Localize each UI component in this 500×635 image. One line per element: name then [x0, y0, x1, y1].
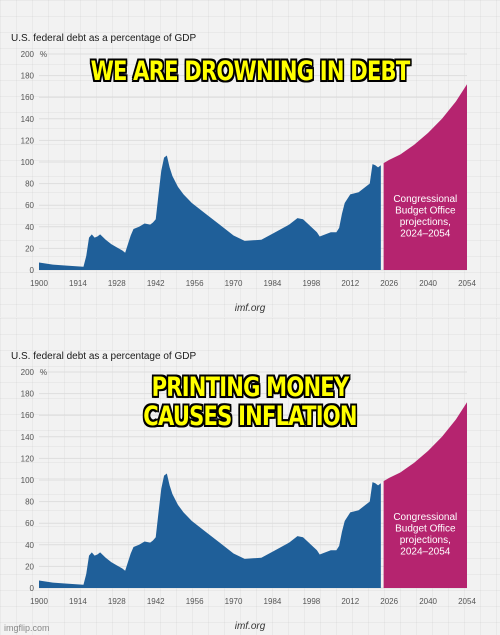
x-tick-label: 1900 [30, 597, 48, 606]
projection-label: 2024–2054 [400, 547, 450, 558]
projection-label: projections, [400, 217, 451, 228]
x-tick-label: 2012 [341, 279, 359, 288]
y-tick-label: 200 [21, 368, 35, 377]
y-tick-label: 140 [21, 115, 35, 124]
x-tick-label: 2012 [341, 597, 359, 606]
y-tick-label: 100 [21, 476, 35, 485]
projection-label: Congressional [393, 512, 457, 523]
y-tick-label: 80 [25, 498, 34, 507]
caption-line: PRINTING MONEY [151, 372, 350, 403]
x-tick-label: 2040 [419, 279, 437, 288]
chart-panel-top: U.S. federal debt as a percentage of GDP… [0, 0, 500, 317]
x-tick-label: 2054 [458, 279, 476, 288]
chart-panel-bottom: U.S. federal debt as a percentage of GDP… [0, 318, 500, 635]
projection-area [383, 84, 467, 271]
x-tick-label: 1900 [30, 279, 48, 288]
y-tick-label: 40 [25, 223, 34, 232]
x-tick-label: 1928 [108, 597, 126, 606]
x-tick-label: 2040 [419, 597, 437, 606]
y-tick-label: 140 [21, 433, 35, 442]
x-tick-label: 1956 [186, 597, 204, 606]
y-tick-label: 160 [21, 411, 35, 420]
x-tick-label: 1928 [108, 279, 126, 288]
x-tick-label: 1942 [147, 279, 165, 288]
chart-source: imf.org [234, 621, 266, 632]
x-tick-label: 2026 [380, 279, 398, 288]
y-tick-label: 0 [30, 584, 35, 593]
historical-area [39, 473, 381, 588]
caption-line: WE ARE DROWNING IN DEBT [90, 56, 411, 87]
y-tick-label: 120 [21, 454, 35, 463]
x-tick-label: 2054 [458, 597, 476, 606]
x-tick-label: 1942 [147, 597, 165, 606]
y-tick-label: 120 [21, 136, 35, 145]
x-tick-label: 1914 [69, 597, 87, 606]
meme-caption: WE ARE DROWNING IN DEBT [55, 57, 445, 86]
y-tick-label: 60 [25, 519, 34, 528]
projection-label: projections, [400, 535, 451, 546]
projection-area [383, 402, 467, 588]
y-tick-label: 200 [21, 50, 35, 59]
x-tick-label: 1970 [225, 279, 243, 288]
x-tick-label: 1914 [69, 279, 87, 288]
caption-line: CAUSES INFLATION [143, 401, 357, 432]
x-tick-label: 1956 [186, 279, 204, 288]
imgflip-watermark: imgflip.com [4, 623, 50, 633]
x-tick-label: 1998 [302, 597, 320, 606]
x-tick-label: 1998 [302, 279, 320, 288]
y-tick-label: 180 [21, 390, 35, 399]
projection-label: Budget Office [395, 524, 456, 535]
y-tick-label: 60 [25, 201, 34, 210]
projection-label: 2024–2054 [400, 229, 450, 240]
projection-label: Congressional [393, 194, 457, 205]
y-tick-label: 100 [21, 158, 35, 167]
x-tick-label: 1970 [225, 597, 243, 606]
chart-source: imf.org [234, 303, 266, 314]
meme-caption: PRINTING MONEY CAUSES INFLATION [55, 373, 445, 431]
y-tick-label: 180 [21, 72, 35, 81]
y-tick-label: 160 [21, 93, 35, 102]
historical-area [39, 155, 381, 270]
y-tick-label: 80 [25, 180, 34, 189]
chart-title: U.S. federal debt as a percentage of GDP [11, 33, 197, 44]
x-tick-label: 2026 [380, 597, 398, 606]
y-tick-label: 20 [25, 562, 34, 571]
chart-title: U.S. federal debt as a percentage of GDP [11, 351, 197, 362]
x-tick-label: 1984 [264, 597, 282, 606]
y-unit-label: % [40, 50, 47, 59]
projection-label: Budget Office [395, 206, 456, 217]
y-tick-label: 40 [25, 541, 34, 550]
y-unit-label: % [40, 368, 47, 377]
y-tick-label: 0 [30, 266, 35, 275]
y-tick-label: 20 [25, 244, 34, 253]
x-tick-label: 1984 [264, 279, 282, 288]
